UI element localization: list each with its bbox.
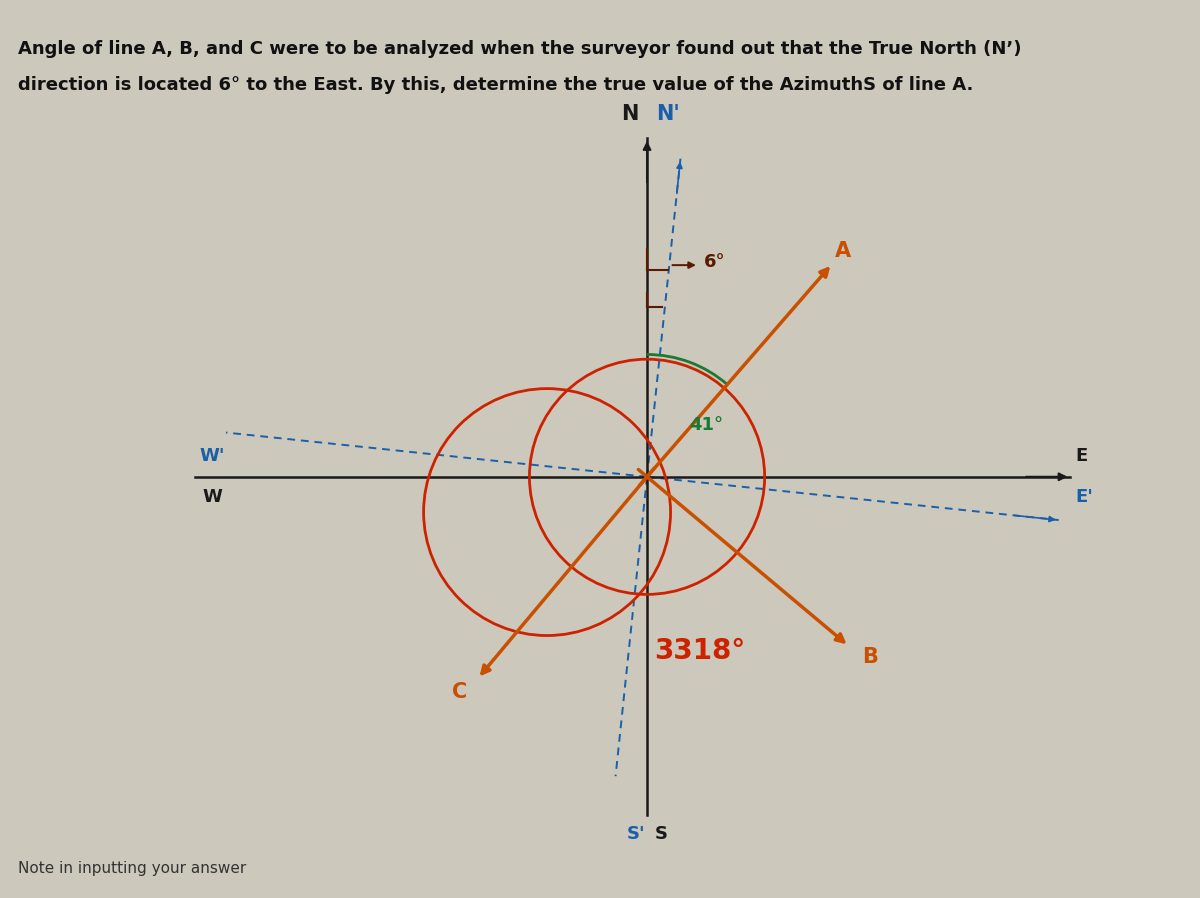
Text: C: C	[451, 682, 467, 701]
Text: E': E'	[1075, 489, 1093, 506]
Text: N': N'	[656, 104, 679, 124]
Text: E: E	[1075, 447, 1087, 465]
Text: W': W'	[199, 447, 226, 465]
Text: Angle of line A, B, and C were to be analyzed when the surveyor found out that t: Angle of line A, B, and C were to be ana…	[18, 40, 1021, 58]
Text: 6°: 6°	[703, 253, 725, 271]
Text: A: A	[835, 241, 851, 261]
Text: Note in inputting your answer: Note in inputting your answer	[18, 860, 246, 876]
Text: N: N	[622, 104, 638, 124]
Text: direction is located 6° to the East. By this, determine the true value of the Az: direction is located 6° to the East. By …	[18, 76, 973, 94]
Text: S: S	[655, 825, 667, 843]
Text: S': S'	[626, 825, 646, 843]
Text: B: B	[862, 647, 877, 667]
Text: 41°: 41°	[689, 416, 724, 434]
Text: W: W	[203, 489, 222, 506]
Text: 3318°: 3318°	[654, 637, 746, 665]
